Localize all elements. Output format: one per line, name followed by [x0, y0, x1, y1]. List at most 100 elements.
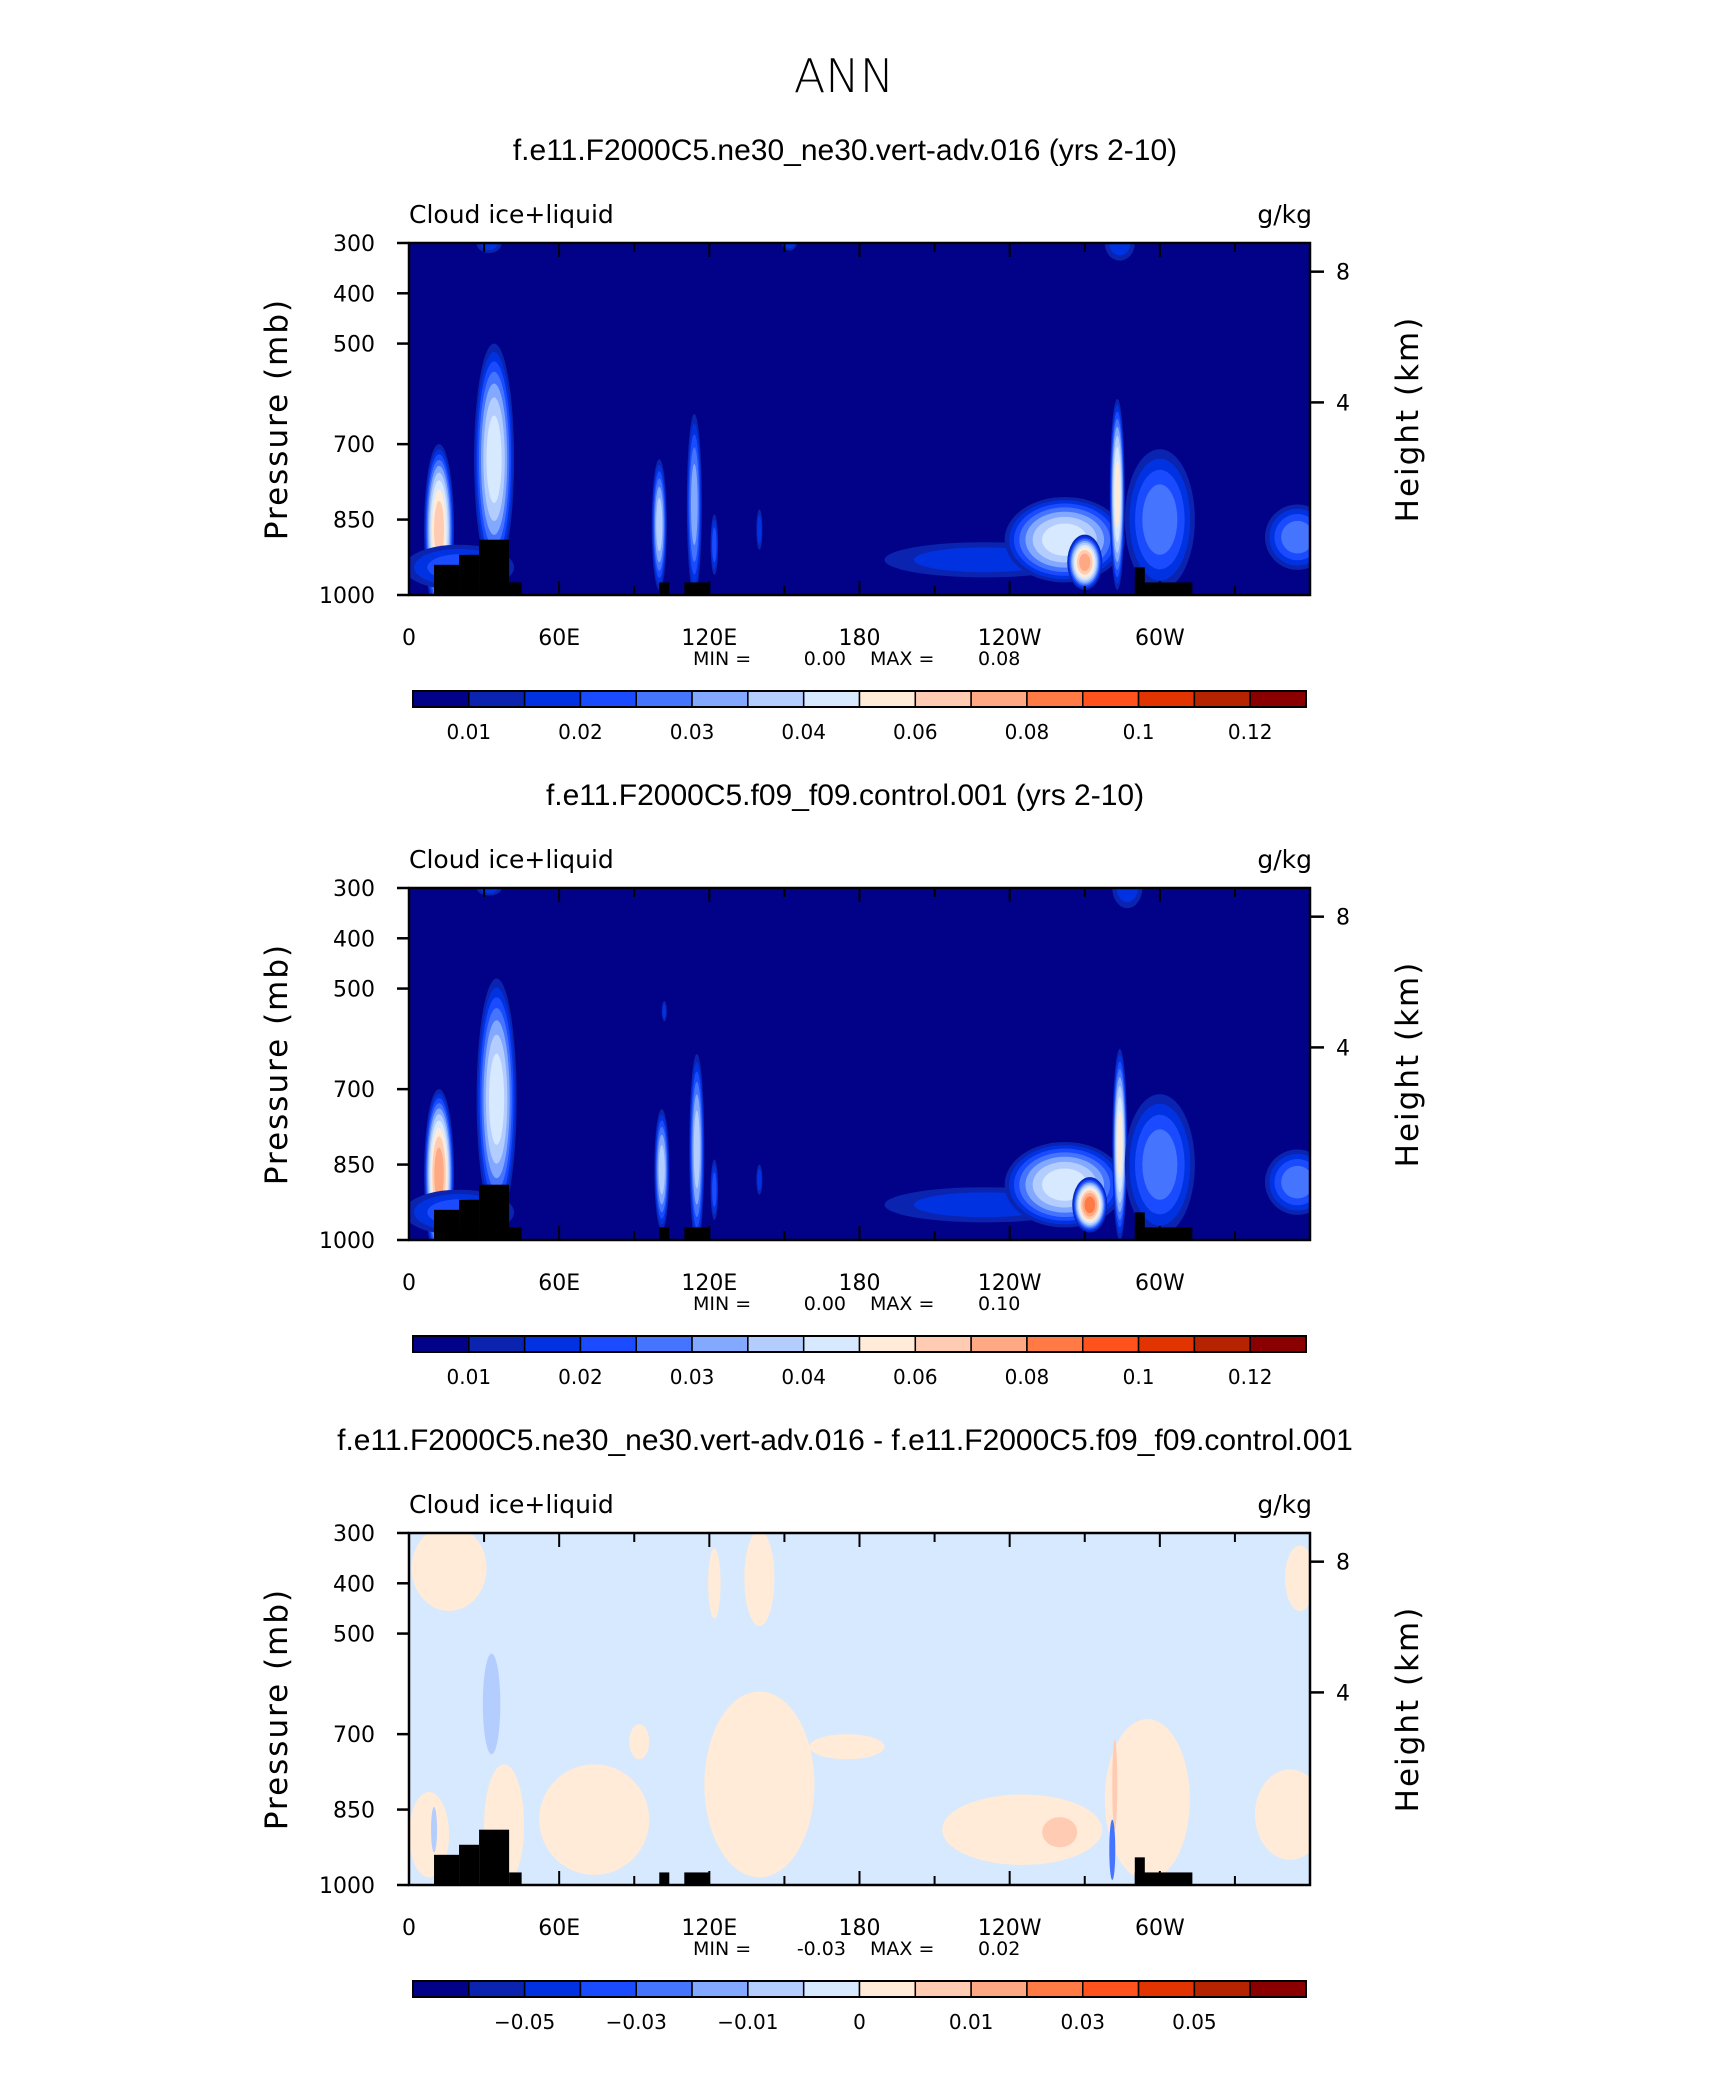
- y-tick-label: 500: [333, 978, 375, 1003]
- difference-patch: [539, 1764, 650, 1875]
- colorbar-swatch: [691, 1335, 749, 1353]
- min-value: -0.03: [797, 1938, 846, 1960]
- x-tick-label: 180: [839, 1916, 881, 1941]
- colorbar-swatch: [1193, 1335, 1251, 1353]
- contour-field: [409, 888, 1310, 1240]
- panel-1: f.e11.F2000C5.ne30_ne30.vert-adv.016 (yr…: [259, 134, 1426, 744]
- colorbar-label: 0.01: [447, 1365, 492, 1389]
- difference-patch: [942, 1794, 1103, 1865]
- x-tick-label: 120W: [978, 626, 1042, 651]
- colorbar-swatch: [412, 690, 470, 708]
- right-tick-label: 8: [1336, 1551, 1350, 1576]
- contour-level-2: [1116, 888, 1138, 903]
- x-tick-label: 0: [402, 1271, 416, 1296]
- difference-patch: [1109, 1819, 1116, 1880]
- colorbar-swatch: [1193, 690, 1251, 708]
- y-tick-label: 700: [333, 1078, 375, 1103]
- colorbar-swatch: [523, 690, 582, 708]
- contour-level-2: [1109, 243, 1131, 256]
- contour-level-8: [1117, 1110, 1123, 1179]
- y-tick-label: 300: [333, 1522, 375, 1547]
- right-tick-label: 4: [1336, 391, 1350, 416]
- x-tick-label: 180: [839, 626, 881, 651]
- land-mask: [1134, 1857, 1145, 1885]
- panel-title: f.e11.F2000C5.ne30_ne30.vert-adv.016 - f…: [337, 1424, 1353, 1457]
- colorbar-swatch: [579, 1335, 637, 1353]
- colorbar-label: 0.1: [1123, 1365, 1155, 1389]
- y-axis-label: Pressure (mb): [259, 298, 295, 540]
- colorbar-swatch: [1082, 690, 1140, 708]
- right-axis-label: Height (km): [1390, 1606, 1426, 1813]
- colorbar-frame: [412, 690, 1307, 708]
- difference-patch: [1284, 1545, 1310, 1611]
- land-mask: [1134, 567, 1145, 595]
- right-tick-label: 8: [1336, 261, 1350, 286]
- variable-label: Cloud ice+liquid: [409, 200, 614, 229]
- contour-level-2: [662, 1004, 667, 1019]
- colorbar-swatch: [635, 1335, 693, 1353]
- contour-level-8: [1114, 460, 1120, 529]
- contour-level-7: [489, 1053, 505, 1145]
- panel-3: f.e11.F2000C5.ne30_ne30.vert-adv.016 - f…: [259, 1424, 1426, 2034]
- colorbar-label: 0.12: [1228, 1365, 1273, 1389]
- colorbar-swatch: [523, 1980, 582, 1998]
- colorbar-label: 0: [853, 2010, 866, 2034]
- colorbar-label: −0.05: [494, 2010, 555, 2034]
- colorbar-swatch: [802, 1335, 861, 1353]
- x-tick-label: 0: [402, 1916, 416, 1941]
- y-axis-label: Pressure (mb): [259, 943, 295, 1185]
- min-label: MIN =: [693, 648, 751, 670]
- colorbar-frame: [412, 1335, 1307, 1353]
- y-tick-label: 850: [333, 509, 375, 534]
- colorbar-swatch: [1082, 1980, 1140, 1998]
- min-value: 0.00: [804, 1293, 846, 1315]
- colorbar-label: −0.03: [606, 2010, 667, 2034]
- colorbar-label: 0.03: [1060, 2010, 1105, 2034]
- contour-level-11: [1084, 1196, 1096, 1214]
- units-label: g/kg: [1257, 200, 1312, 229]
- colorbar-label: 0.08: [1005, 1365, 1050, 1389]
- colorbar-swatch: [523, 1335, 582, 1353]
- difference-patch: [1042, 1817, 1078, 1848]
- variable-label: Cloud ice+liquid: [409, 845, 614, 874]
- max-label: MAX =: [870, 1293, 934, 1315]
- contour-level-4: [1281, 1165, 1310, 1199]
- contour-level-4: [1142, 484, 1178, 555]
- units-label: g/kg: [1257, 845, 1312, 874]
- colorbar-swatch: [468, 690, 526, 708]
- y-tick-label: 400: [333, 1572, 375, 1597]
- colorbar-swatch: [970, 1335, 1028, 1353]
- x-tick-label: 60E: [538, 1271, 580, 1296]
- contour-level-7: [486, 415, 502, 503]
- contour-level-4: [1142, 1129, 1178, 1200]
- colorbar-label: 0.06: [893, 1365, 938, 1389]
- land-mask: [459, 1844, 480, 1885]
- colorbar-label: 0.04: [781, 1365, 826, 1389]
- colorbar-swatch: [1137, 1335, 1196, 1353]
- y-tick-label: 1000: [319, 584, 375, 609]
- y-tick-label: 300: [333, 877, 375, 902]
- land-mask: [1134, 582, 1193, 595]
- max-value: 0.02: [978, 1938, 1020, 1960]
- colorbar-swatch: [802, 690, 861, 708]
- colorbar-label: 0.01: [447, 720, 492, 744]
- contour-level-9: [434, 501, 445, 559]
- max-value: 0.08: [978, 648, 1020, 670]
- difference-patch: [708, 1548, 721, 1619]
- colorbar-swatch: [1026, 690, 1084, 708]
- x-tick-label: 120W: [978, 1271, 1042, 1296]
- land-mask: [659, 582, 670, 595]
- y-tick-label: 400: [333, 927, 375, 952]
- contour-level-2: [784, 243, 795, 249]
- contour-level-6: [658, 1144, 665, 1195]
- colorbar-label: 0.06: [893, 720, 938, 744]
- land-mask: [684, 582, 710, 595]
- difference-patch: [411, 1533, 487, 1611]
- land-mask: [479, 539, 510, 595]
- land-mask: [659, 1872, 670, 1885]
- right-axis-label: Height (km): [1390, 961, 1426, 1168]
- colorbar-swatch: [1193, 1980, 1251, 1998]
- variable-label: Cloud ice+liquid: [409, 1490, 614, 1519]
- land-mask: [684, 1227, 710, 1240]
